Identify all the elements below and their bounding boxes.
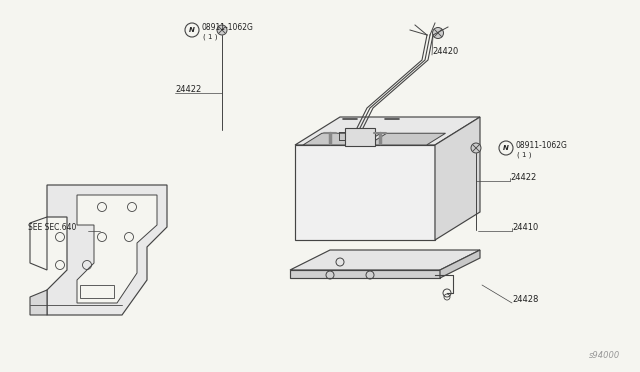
Text: 24428: 24428 <box>512 295 538 305</box>
Text: SEE SEC.640: SEE SEC.640 <box>28 224 76 232</box>
Polygon shape <box>440 250 480 278</box>
Polygon shape <box>290 270 440 278</box>
Text: 24420: 24420 <box>432 48 458 57</box>
Text: 24410: 24410 <box>512 224 538 232</box>
Polygon shape <box>295 117 480 145</box>
Text: 24422: 24422 <box>175 86 201 94</box>
Text: 24422: 24422 <box>510 173 536 183</box>
Polygon shape <box>295 145 435 240</box>
FancyBboxPatch shape <box>345 128 375 146</box>
Text: s94000: s94000 <box>589 351 620 360</box>
Text: N: N <box>503 145 509 151</box>
Text: 08911-1062G: 08911-1062G <box>515 141 567 151</box>
Circle shape <box>217 25 227 35</box>
Polygon shape <box>290 250 480 270</box>
Polygon shape <box>77 195 157 303</box>
Text: N: N <box>189 27 195 33</box>
Circle shape <box>433 28 444 38</box>
Polygon shape <box>47 185 167 315</box>
Polygon shape <box>30 290 47 315</box>
Text: 08911-1062G: 08911-1062G <box>201 23 253 32</box>
Polygon shape <box>303 133 381 145</box>
Polygon shape <box>435 117 480 240</box>
Text: ( 1 ): ( 1 ) <box>517 152 531 158</box>
Text: ( 1 ): ( 1 ) <box>203 34 218 40</box>
Polygon shape <box>368 133 445 145</box>
Circle shape <box>471 143 481 153</box>
